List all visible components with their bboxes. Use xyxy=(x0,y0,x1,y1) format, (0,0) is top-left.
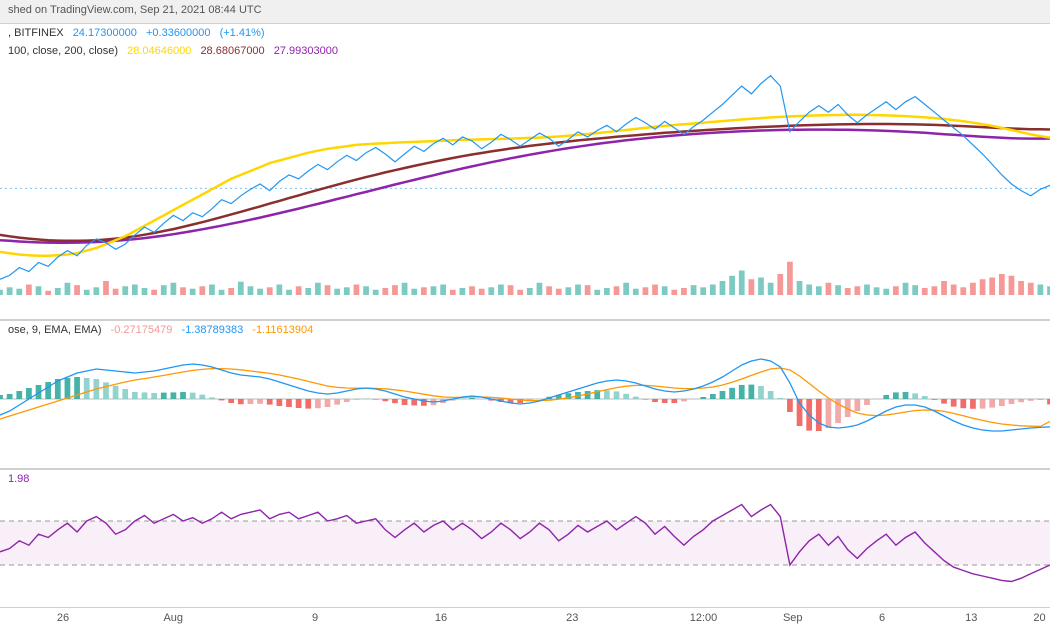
pct-value: (+1.41%) xyxy=(220,27,265,39)
time-tick: 13 xyxy=(965,612,977,624)
macd-chart-svg xyxy=(0,339,1050,459)
rsi-value: 1.98 xyxy=(8,473,29,485)
time-tick: Sep xyxy=(783,612,803,624)
macd-signal-value: -1.11613904 xyxy=(252,324,313,336)
ma200-value: 27.99303000 xyxy=(274,45,338,57)
time-tick: Aug xyxy=(163,612,183,624)
macd-hist-value: -0.27175479 xyxy=(111,324,173,336)
publish-text: shed on TradingView.com, Sep 21, 2021 08… xyxy=(8,4,262,16)
rsi-info: 1.98 xyxy=(0,469,1050,488)
ma-prefix: 100, close, 200, close) xyxy=(8,45,118,57)
macd-prefix: ose, 9, EMA, EMA) xyxy=(8,324,102,336)
time-tick: 26 xyxy=(57,612,69,624)
time-axis: 26 Aug 9 16 23 12:00 Sep 6 13 20 xyxy=(0,608,1050,638)
time-tick: 6 xyxy=(879,612,885,624)
change-value: +0.33600000 xyxy=(146,27,211,39)
ma-info: 100, close, 200, close) 28.04646000 28.6… xyxy=(0,42,1050,60)
price-value: 24.17300000 xyxy=(73,27,137,39)
exchange-label: , BITFINEX xyxy=(8,27,64,39)
rsi-chart-svg xyxy=(0,488,1050,598)
ma100-value: 28.68067000 xyxy=(200,45,264,57)
macd-info: ose, 9, EMA, EMA) -0.27175479 -1.3878938… xyxy=(0,320,1050,339)
time-tick: 20 xyxy=(1033,612,1045,624)
macd-panel[interactable] xyxy=(0,339,1050,469)
main-chart-svg xyxy=(0,60,1050,295)
symbol-info: , BITFINEX 24.17300000 +0.33600000 (+1.4… xyxy=(0,24,1050,42)
rsi-panel[interactable] xyxy=(0,488,1050,608)
publish-header: shed on TradingView.com, Sep 21, 2021 08… xyxy=(0,0,1050,24)
ma50-value: 28.04646000 xyxy=(127,45,191,57)
main-chart-panel[interactable] xyxy=(0,60,1050,320)
macd-value: -1.38789383 xyxy=(181,324,243,336)
time-tick: 23 xyxy=(566,612,578,624)
time-tick: 16 xyxy=(435,612,447,624)
time-tick: 9 xyxy=(312,612,318,624)
time-tick: 12:00 xyxy=(690,612,718,624)
